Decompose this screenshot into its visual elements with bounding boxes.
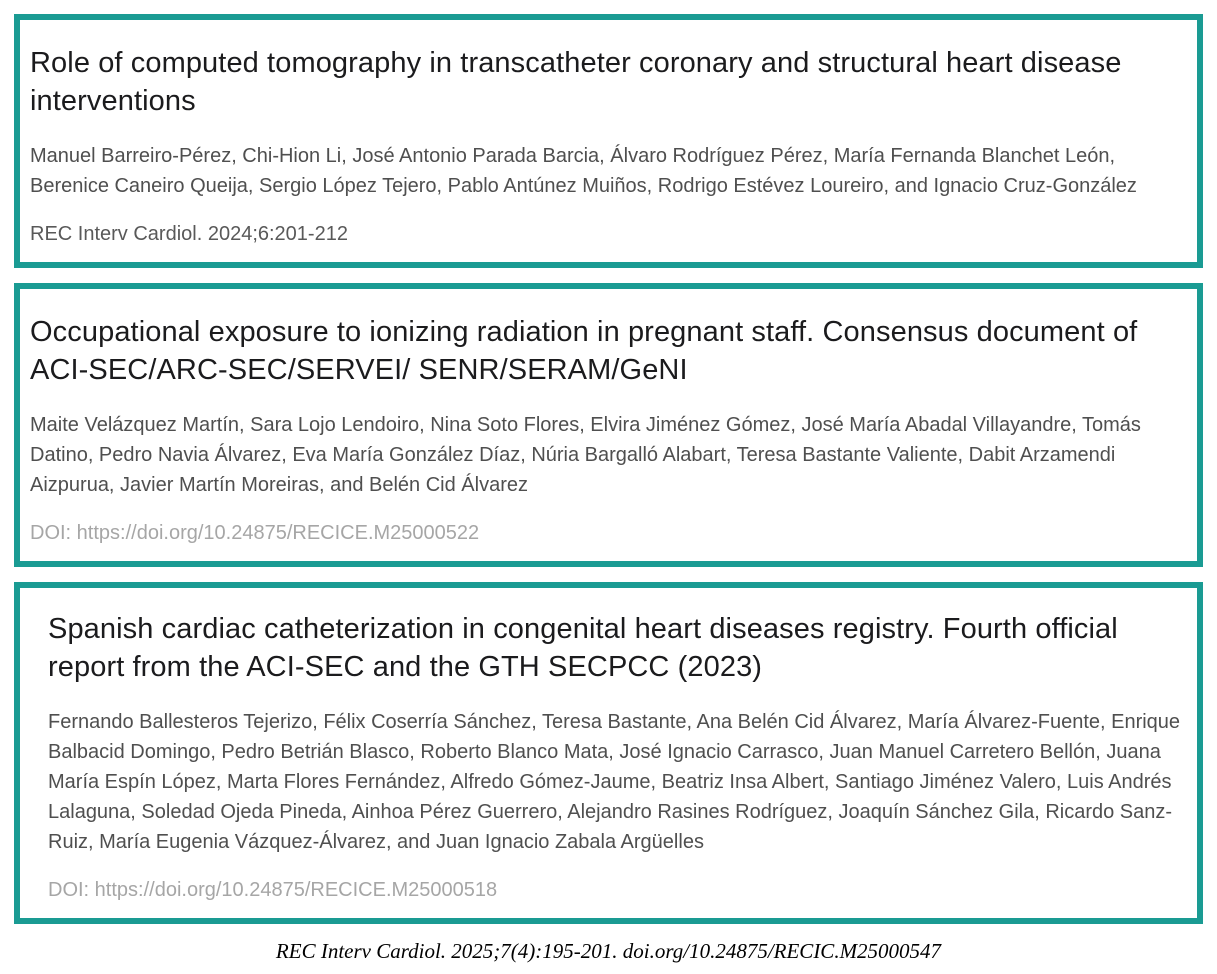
article-doi-link[interactable]: DOI: https://doi.org/10.24875/RECICE.M25… [48,879,498,901]
article-card-3[interactable]: Spanish cardiac catheterization in conge… [14,582,1203,924]
article-title[interactable]: Occupational exposure to ionizing radiat… [30,316,1138,386]
article-card-1[interactable]: Role of computed tomography in transcath… [14,14,1203,268]
article-title[interactable]: Spanish cardiac catheterization in conge… [48,613,1118,683]
article-card-2[interactable]: Occupational exposure to ionizing radiat… [14,283,1203,567]
article-authors: Maite Velázquez Martín, Sara Lojo Lendoi… [30,414,1141,496]
article-authors: Manuel Barreiro-Pérez, Chi-Hion Li, José… [30,145,1137,197]
footer-citation: REC Interv Cardiol. 2025;7(4):195-201. d… [275,939,942,963]
article-title[interactable]: Role of computed tomography in transcath… [30,47,1122,117]
article-authors: Fernando Ballesteros Tejerizo, Félix Cos… [48,711,1181,853]
article-doi-link[interactable]: DOI: https://doi.org/10.24875/RECICE.M25… [30,522,480,544]
article-reference-citation: REC Interv Cardiol. 2024;6:201-212 [30,223,348,245]
